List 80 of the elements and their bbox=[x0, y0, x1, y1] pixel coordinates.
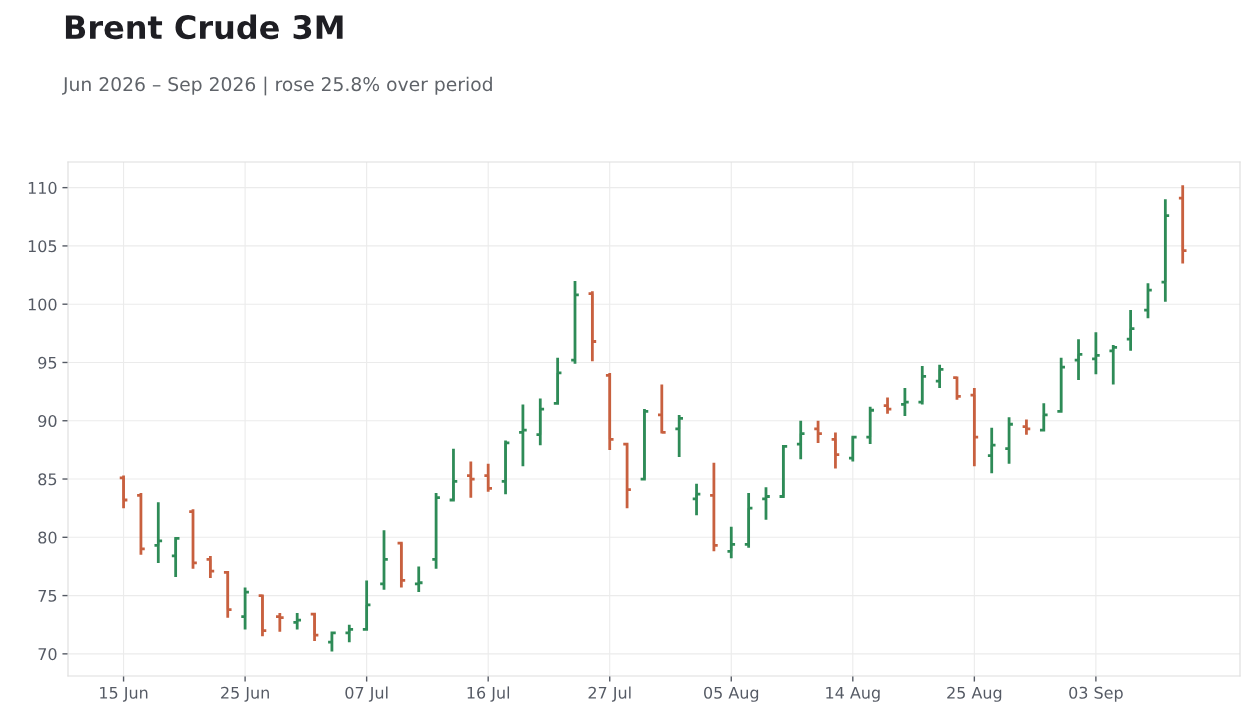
candlestick bbox=[778, 443, 789, 500]
candlestick bbox=[743, 491, 754, 550]
candlestick bbox=[604, 371, 615, 452]
y-tick-label: 75 bbox=[38, 590, 57, 602]
candlestick bbox=[795, 419, 806, 461]
x-tick-label: 15 Jun bbox=[100, 686, 148, 702]
candlestick bbox=[830, 431, 841, 470]
candlestick bbox=[1142, 281, 1154, 320]
candlestick bbox=[309, 612, 320, 643]
candlestick bbox=[587, 289, 598, 363]
candlestick bbox=[969, 386, 980, 468]
candlestick bbox=[639, 407, 650, 481]
candlestick bbox=[917, 364, 928, 406]
y-tick-label: 80 bbox=[38, 531, 57, 544]
y-tick-label: 90 bbox=[38, 414, 57, 428]
candlestick bbox=[239, 586, 251, 631]
x-tick-label: 14 Aug bbox=[826, 686, 880, 702]
x-tick-label: 03 Sep bbox=[1069, 686, 1123, 702]
candlestick bbox=[1108, 343, 1119, 387]
x-tick-label: 16 Jul bbox=[467, 686, 510, 702]
candlestick bbox=[413, 565, 424, 594]
candlestick bbox=[291, 611, 303, 631]
candlestick bbox=[673, 413, 685, 459]
candlestick bbox=[361, 579, 372, 631]
candlestick bbox=[656, 383, 668, 435]
y-tick-label: 70 bbox=[38, 648, 57, 661]
candlestick bbox=[274, 611, 286, 634]
y-tick-label: 100 bbox=[28, 298, 57, 311]
candlestick bbox=[1073, 337, 1084, 382]
candlestick bbox=[1177, 183, 1188, 265]
candlestick bbox=[726, 525, 737, 560]
candlestick bbox=[1003, 415, 1015, 466]
x-tick-label: 07 Jul bbox=[345, 686, 388, 702]
candlestick bbox=[951, 375, 963, 402]
candlestick bbox=[1160, 197, 1171, 304]
candlestick bbox=[378, 528, 390, 592]
candlestick bbox=[708, 461, 720, 553]
chart-title: Brent Crude 3M bbox=[65, 14, 343, 40]
candlestick bbox=[187, 507, 199, 571]
candlestick bbox=[535, 397, 546, 447]
chart-subtitle: Jun 2026 – Sep 2026 | rose 25.8% over period bbox=[62, 76, 492, 96]
candlestick bbox=[899, 386, 911, 418]
y-tick-label: 105 bbox=[28, 240, 57, 253]
candlestick bbox=[569, 279, 581, 366]
x-tick-label: 25 Jun bbox=[221, 686, 269, 702]
candlestick bbox=[847, 434, 859, 463]
candlestick bbox=[170, 535, 181, 579]
candlestick bbox=[552, 356, 563, 406]
candlestick bbox=[1021, 418, 1032, 437]
candlestick bbox=[153, 500, 164, 565]
candlestick bbox=[1055, 356, 1067, 413]
candlestick bbox=[882, 396, 893, 416]
candlestick bbox=[205, 554, 216, 580]
candlestick bbox=[344, 623, 355, 644]
candlestick bbox=[500, 439, 511, 496]
y-tick-label: 110 bbox=[28, 181, 57, 194]
candlestick bbox=[864, 405, 876, 446]
candlestick bbox=[1090, 330, 1102, 376]
candlestick bbox=[135, 491, 147, 557]
candlestick bbox=[934, 363, 945, 390]
candlestick bbox=[482, 462, 494, 494]
candlestick bbox=[326, 630, 338, 653]
candlestick bbox=[222, 570, 233, 620]
candlestick bbox=[118, 474, 129, 510]
candlestick bbox=[760, 485, 772, 522]
candlestick bbox=[517, 403, 529, 468]
y-tick-label: 95 bbox=[38, 356, 57, 369]
candlestick bbox=[430, 491, 442, 571]
x-tick-label: 27 Jul bbox=[588, 686, 631, 702]
x-tick-label: 05 Aug bbox=[704, 686, 759, 702]
candlestick bbox=[1038, 401, 1050, 433]
candlestick bbox=[986, 426, 997, 475]
candlestick bbox=[621, 442, 633, 510]
candlestick bbox=[1125, 308, 1136, 353]
candlestick bbox=[465, 460, 477, 500]
candlestick bbox=[691, 482, 702, 517]
candlestick bbox=[396, 541, 407, 589]
x-tick-label: 25 Aug bbox=[947, 686, 1002, 702]
candlestick bbox=[812, 419, 824, 445]
y-tick-label: 85 bbox=[38, 473, 57, 486]
